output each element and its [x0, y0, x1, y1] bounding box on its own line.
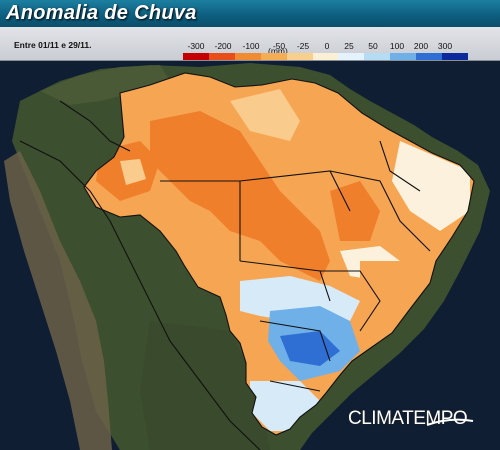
very-wet-area: [280, 331, 340, 366]
near-normal-area: [392, 141, 470, 231]
legend-tick: 50: [368, 41, 378, 51]
border-line: [259, 320, 331, 362]
legend-swatch: [183, 53, 209, 60]
legend-tick: -200: [214, 41, 232, 51]
legend-tick: 200: [413, 41, 429, 51]
legend-swatch: [390, 53, 417, 60]
andes-region: [4, 151, 112, 450]
legend-color-bar: [183, 53, 468, 60]
legend-tick: -25: [296, 41, 310, 51]
legend-tick: 0: [324, 41, 330, 51]
south-america-map: [0, 61, 500, 450]
border-line: [320, 270, 381, 332]
legend-swatch: [416, 53, 443, 60]
legend-swatch: [312, 53, 339, 60]
legend-tick: -100: [242, 41, 260, 51]
climatempo-logo: CLIMATEMPO: [348, 408, 468, 429]
legend-tick: 100: [389, 41, 405, 51]
light-dry-patch: [120, 159, 146, 185]
legend-unit: (mm): [268, 46, 288, 56]
legend-swatch: [208, 53, 235, 60]
legend-swatch: [260, 53, 287, 60]
border-line: [379, 140, 421, 192]
legend-swatch: [364, 53, 391, 60]
legend-tick: 25: [344, 41, 354, 51]
legend-labels: -300 -200 -100 -50 -25 0 25 50 100 200 3…: [183, 41, 483, 51]
caribbean-coast: [40, 65, 170, 105]
border-line: [19, 140, 261, 450]
border-line: [269, 380, 321, 392]
border-line: [83, 72, 475, 436]
legend-swatch: [234, 53, 261, 60]
legend-tick: -300: [187, 41, 205, 51]
legend-unit-wrap: (mm): [268, 41, 288, 59]
legend-tick: -50: [272, 41, 286, 51]
state-borders: [19, 72, 475, 450]
legend-swatch: [286, 53, 313, 60]
border-line: [329, 170, 431, 252]
date-range: Entre 01/11 e 29/11.: [14, 40, 92, 50]
light-dry-patch: [230, 89, 300, 141]
logo-swoosh-icon: [426, 418, 474, 426]
legend-swatch: [338, 53, 365, 60]
title-bar: Anomalia de Chuva: [0, 0, 500, 27]
map-title: Anomalia de Chuva: [6, 2, 197, 24]
border-line: [59, 100, 131, 152]
southern-cone: [140, 321, 270, 450]
legend-swatch: [442, 53, 468, 60]
legend-tick: 300: [437, 41, 453, 51]
